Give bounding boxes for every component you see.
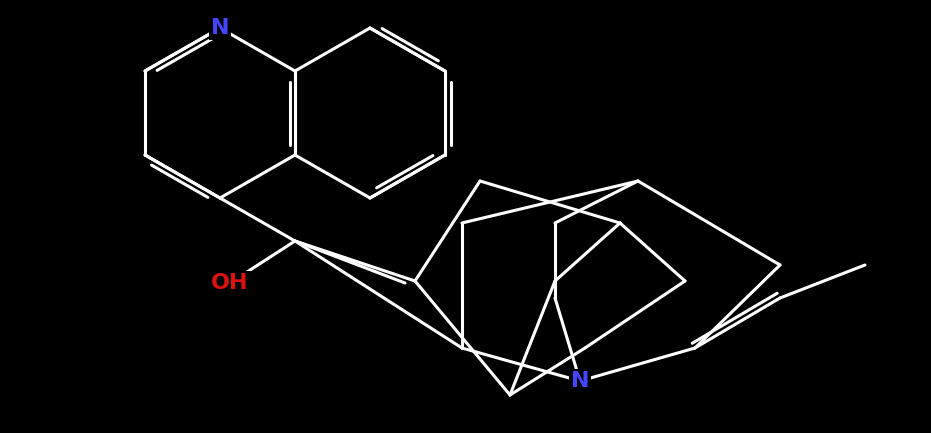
Text: N: N — [210, 18, 229, 38]
Text: N: N — [571, 371, 589, 391]
Text: OH: OH — [211, 273, 249, 293]
